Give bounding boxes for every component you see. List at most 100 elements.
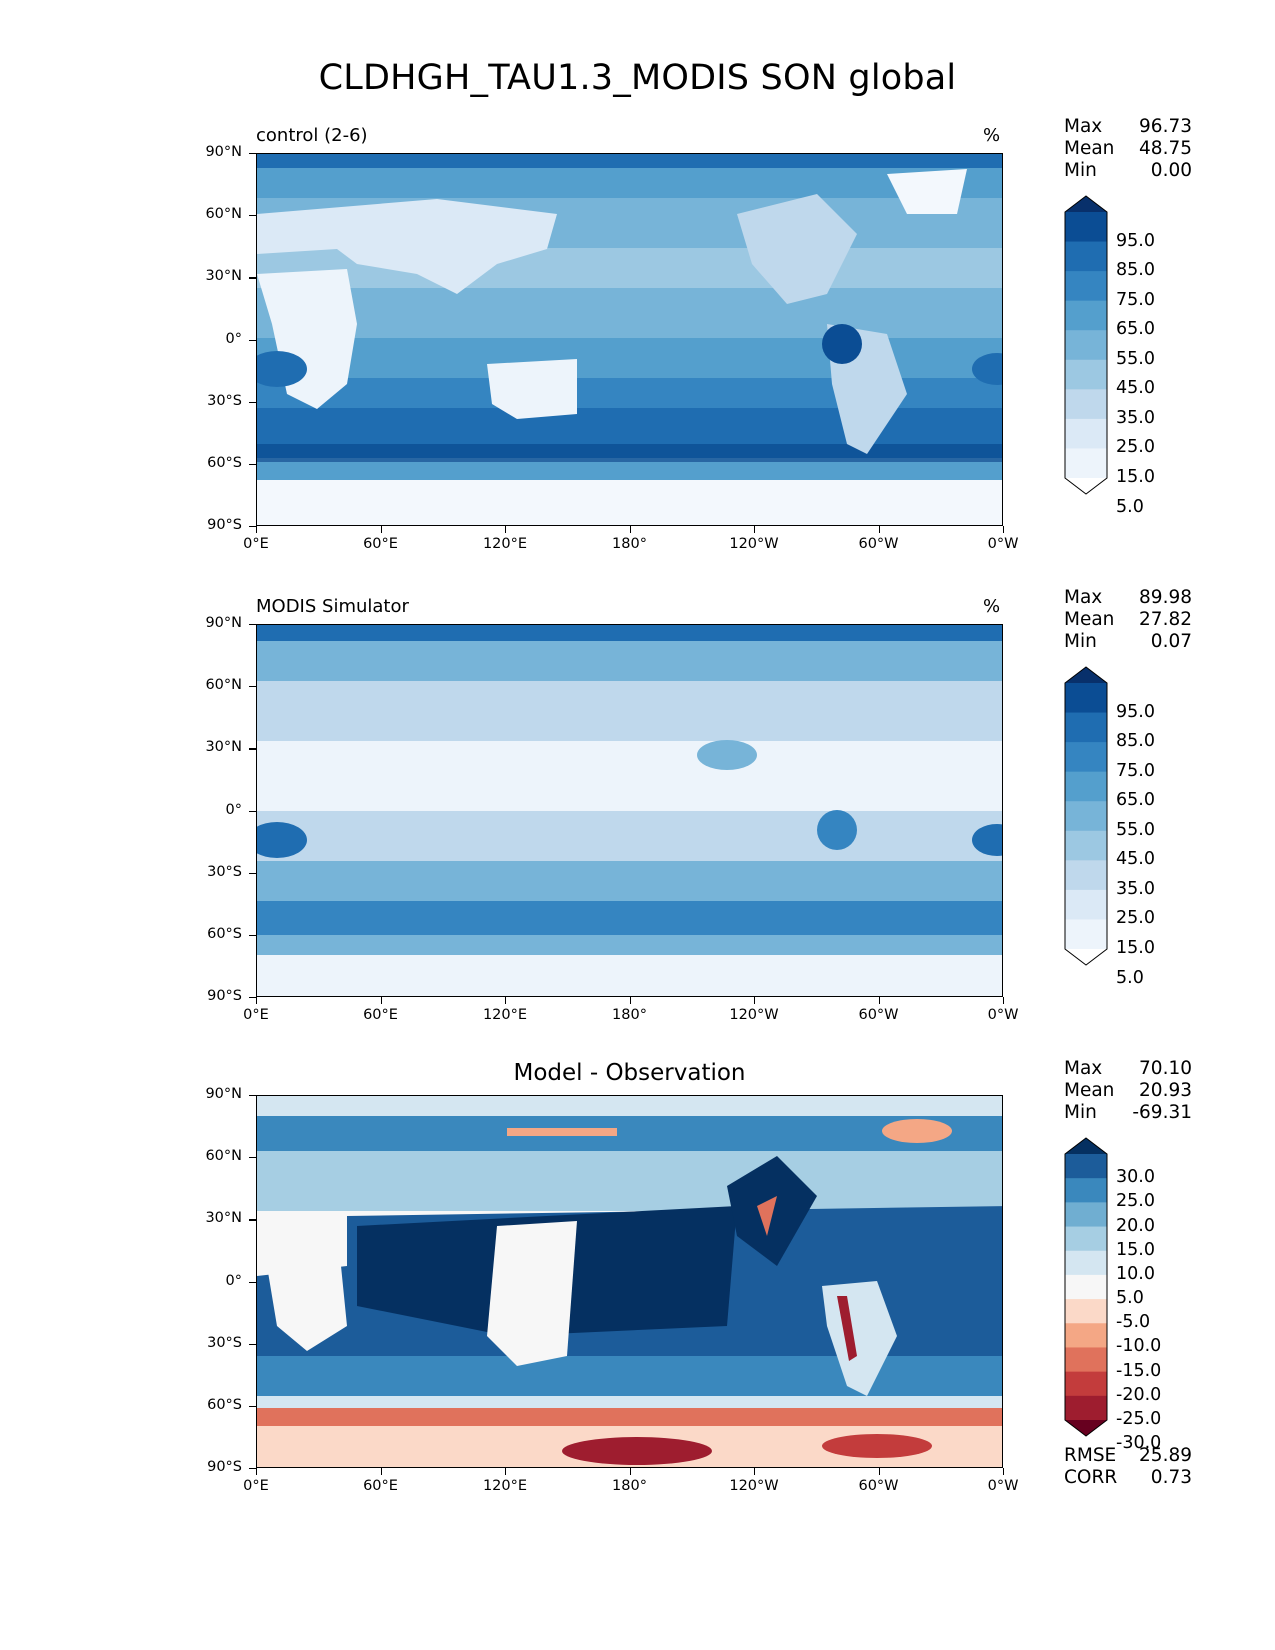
colorbar-segment: [1065, 300, 1107, 331]
colorbar-segment: [1065, 1371, 1107, 1397]
lon-tick-label: 120°W: [729, 1478, 779, 1494]
colorbar-tick-label: 55.0: [1116, 348, 1155, 369]
stat-max-label: Max: [1064, 116, 1103, 137]
colorbar-segment: [1065, 241, 1107, 272]
lat-tick-label: 90°N: [205, 615, 242, 631]
lat-tick-mark: [249, 1157, 256, 1159]
colorbar-svg: [1064, 195, 1108, 495]
lat-tick-label: 30°S: [207, 1334, 242, 1351]
lat-tick-label: 90°S: [207, 988, 242, 1004]
lon-tick-label: 180°: [612, 1007, 647, 1023]
panel-modis: MODIS Simulator % Max 89.98 Mean 27.82 Min…: [0, 0, 1275, 997]
lat-tick-mark: [249, 277, 256, 279]
metrics-block: RMSE 25.89 CORR 0.73: [1064, 1445, 1192, 1489]
lat-tick-mark: [249, 215, 256, 217]
lat-tick-label: 90°S: [207, 1459, 242, 1475]
lon-tick-mark: [256, 997, 258, 1004]
lon-tick-label: 0°W: [987, 536, 1019, 552]
lat-tick-label: 90°N: [205, 144, 242, 160]
colorbar-tick-label: 15.0: [1116, 1239, 1155, 1260]
lon-tick-label: 60°E: [363, 1478, 398, 1494]
lon-tick-mark: [256, 526, 258, 533]
colorbar-segment: [1065, 919, 1107, 950]
colorbar-svg: [1064, 666, 1108, 966]
lon-tick-label: 0°E: [243, 1478, 269, 1494]
colorbar-tick-label: 25.0: [1116, 908, 1155, 929]
stats-block: Max 70.10 Mean 20.93 Min -69.31: [1064, 1058, 1192, 1124]
lat-tick-label: 60°N: [205, 206, 242, 223]
colorbar-segment: [1065, 742, 1107, 773]
colorbar-segment: [1065, 830, 1107, 861]
rmse-value: 25.89: [1139, 1445, 1192, 1466]
lat-tick-label: 60°N: [205, 1148, 242, 1165]
colorbar: 95.0 85.0 75.0 65.0 55.0 45.0 35.0 25.0 15.0 5.0: [1064, 666, 1155, 988]
colorbar-segment: [1065, 330, 1107, 361]
lat-tick-label: 30°N: [205, 1210, 242, 1227]
lon-tick-mark: [256, 1468, 258, 1475]
colorbar-tick-label: 15.0: [1116, 938, 1155, 958]
lon-tick-label: 120°E: [482, 1478, 528, 1494]
lat-tick-label: 60°N: [205, 677, 242, 694]
colorbar-extend-max: [1065, 667, 1107, 683]
stat-min: 0.07: [1150, 631, 1192, 652]
lon-tick-mark: [505, 526, 507, 533]
lon-tick-label: 120°E: [482, 1007, 528, 1023]
lon-tick-label: 60°W: [858, 1478, 899, 1494]
lat-tick-label: 90°S: [207, 517, 242, 533]
lon-tick-label: 120°E: [482, 536, 528, 552]
lat-tick-mark: [249, 624, 256, 626]
map-field-control: [257, 154, 1002, 525]
stat-min: 0.00: [1150, 160, 1192, 181]
colorbar-extend-min: [1065, 1420, 1107, 1436]
colorbar-extend-max: [1065, 196, 1107, 212]
lon-tick-mark: [754, 526, 756, 533]
page-title: CLDHGH_TAU1.3_MODIS SON global: [318, 58, 957, 98]
colorbar-outline: [1064, 666, 1108, 966]
colorbar-segment: [1065, 1299, 1107, 1324]
lon-tick-label: 180°: [612, 1478, 647, 1494]
colorbar-tick-label: -20.0: [1116, 1384, 1162, 1405]
rmse-label: RMSE: [1064, 1445, 1117, 1466]
panel-control: control (2-6) % Max 96: [0, 0, 1275, 526]
lat-tick-label: 30°S: [207, 392, 242, 409]
colorbar-segment: [1065, 271, 1107, 302]
map-modis: [256, 624, 1003, 997]
lon-tick-mark: [878, 1468, 880, 1475]
lon-tick-mark: [878, 526, 880, 533]
stat-max: 96.73: [1139, 116, 1192, 137]
lat-tick-label: 30°N: [205, 739, 242, 756]
colorbar-tick-label: 45.0: [1116, 849, 1155, 870]
colorbar-segment: [1065, 683, 1107, 714]
colorbar-extend-min: [1065, 478, 1107, 494]
lon-tick-mark: [878, 997, 880, 1004]
colorbar-segment: [1065, 712, 1107, 743]
lon-tick-mark: [380, 526, 382, 533]
stats-block: Max 96.73 Mean 48.75 Min 0.00: [1064, 116, 1192, 182]
colorbar-segment: [1065, 1250, 1107, 1276]
lon-tick-label: 0°W: [987, 1478, 1019, 1494]
panel-diff: Model - Observation Max 70.10 Mean: [0, 0, 1275, 1488]
stat-mean-label: Mean: [1064, 609, 1115, 630]
stat-min-label: Min: [1064, 160, 1097, 181]
colorbar-tick-label: 65.0: [1116, 790, 1155, 811]
panel-title: Model - Observation: [513, 1060, 746, 1086]
lon-tick-mark: [380, 1468, 382, 1475]
lat-tick-mark: [249, 1405, 256, 1408]
lon-tick-mark: [629, 997, 631, 1004]
map-control: [256, 153, 1003, 526]
lat-tick-mark: [249, 1219, 256, 1221]
lat-tick-label: 30°S: [207, 863, 242, 880]
lat-tick-mark: [249, 997, 256, 999]
lon-tick-mark: [754, 997, 756, 1004]
stat-max-label: Max: [1064, 587, 1103, 608]
lat-tick-label: 60°S: [207, 1396, 242, 1413]
colorbar-segment: [1065, 1154, 1107, 1179]
lat-tick-mark: [249, 1343, 256, 1345]
stat-max: 70.10: [1139, 1058, 1192, 1079]
lon-tick-mark: [505, 997, 507, 1004]
colorbar-tick-label: 75.0: [1116, 289, 1155, 310]
lat-tick-label: 30°N: [205, 268, 242, 285]
colorbar-segment: [1065, 1226, 1107, 1252]
colorbar-tick-label: 35.0: [1116, 407, 1155, 428]
colorbar-tick-label: 55.0: [1116, 819, 1155, 840]
